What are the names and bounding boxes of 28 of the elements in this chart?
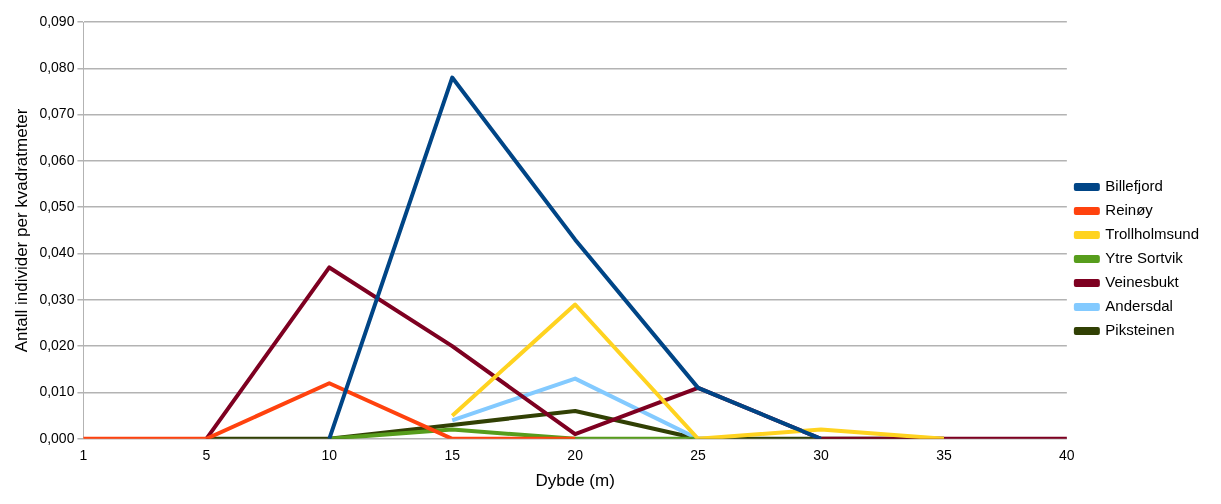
legend-label: Veinesbukt xyxy=(1105,273,1180,291)
y-tick-label: 0,060 xyxy=(39,151,75,168)
y-tick-label: 0,010 xyxy=(39,383,75,400)
x-tick-label: 5 xyxy=(202,447,211,464)
legend-label: Billefjord xyxy=(1105,177,1163,195)
legend-label: Trollholmsund xyxy=(1105,225,1200,243)
y-tick-label: 0,020 xyxy=(39,337,75,354)
x-tick-label: 35 xyxy=(936,447,952,464)
y-tick-label: 0,030 xyxy=(39,290,75,307)
y-tick-label: 0,000 xyxy=(39,429,75,446)
y-tick-label: 0,050 xyxy=(39,198,75,215)
legend-label: Ytre Sortvik xyxy=(1105,249,1184,267)
x-tick-label: 10 xyxy=(321,447,338,464)
y-tick-label: 0,090 xyxy=(39,12,75,29)
x-tick-label: 15 xyxy=(444,447,461,464)
legend-label: Piksteinen xyxy=(1105,321,1175,339)
x-tick-label: 20 xyxy=(567,447,584,464)
x-tick-label: 30 xyxy=(813,447,829,464)
y-axis-title: Antall individer per kvadratmeter xyxy=(11,108,31,353)
y-tick-label: 0,070 xyxy=(39,105,75,122)
legend-label: Reinøy xyxy=(1105,201,1154,219)
y-tick-label: 0,080 xyxy=(39,59,75,76)
legend-label: Andersdal xyxy=(1105,297,1173,315)
y-tick-label: 0,040 xyxy=(39,244,75,261)
x-tick-label: 25 xyxy=(690,447,707,464)
x-tick-label: 40 xyxy=(1059,447,1075,464)
x-axis-title: Dybde (m) xyxy=(535,471,615,491)
x-tick-label: 1 xyxy=(79,447,88,464)
